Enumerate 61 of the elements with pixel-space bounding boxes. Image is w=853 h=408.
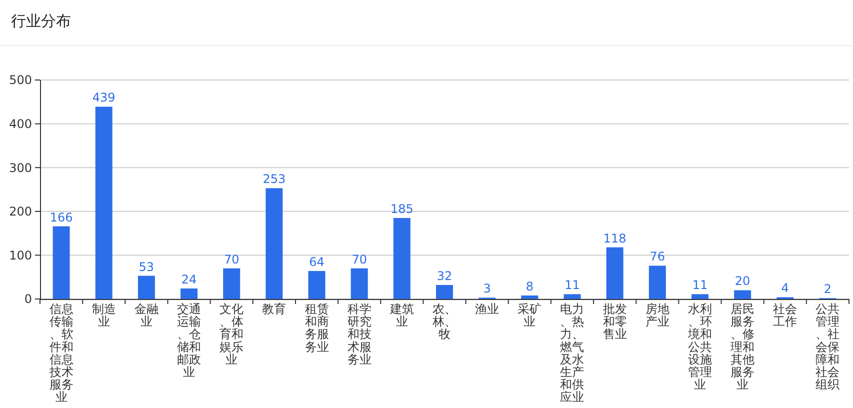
bar [691,294,708,299]
bar [564,294,581,299]
data-label: 3 [483,282,491,296]
bar [393,218,410,299]
bar [223,268,240,299]
bar [606,247,624,299]
x-tick-label: 农、林、牧 [432,302,456,342]
x-tick-label: 信息传输、软件和信息技术服务业 [48,302,74,404]
x-tick-label: 电力、热力、燃气及水生产和供应业 [560,302,584,404]
data-label: 24 [181,272,197,286]
bar [521,295,538,299]
data-label: 118 [603,231,626,246]
bar [180,288,198,299]
bar [52,226,70,299]
bar [350,268,368,299]
bar [95,106,112,299]
x-tick-label: 教育 [262,302,286,316]
bar [648,266,666,299]
x-tick-label: 建筑业 [388,302,414,329]
bar [138,276,155,299]
x-tick-label: 水利、环境和公共设施管理业 [686,302,712,392]
y-tick-label: 300 [9,160,32,175]
data-label: 53 [138,260,154,274]
y-tick-label: 400 [9,117,32,131]
x-tick-label: 制造业 [92,302,116,329]
x-tick-label: 租赁和商务服务业 [304,302,329,354]
chart-title: 行业分布 [11,12,71,30]
x-tick-label: 居民服务、修理和其他服务业 [730,302,755,392]
data-label: 185 [390,202,414,216]
bar [734,290,752,299]
y-tick-label: 200 [9,204,32,219]
x-tick-label: 科学研究和技术服务业 [347,302,372,366]
y-tick-label: 500 [9,73,32,88]
x-tick-label: 房地产业 [645,302,670,329]
data-label: 70 [352,252,367,266]
y-tick-label: 100 [9,248,32,262]
bar [308,270,326,299]
bar [266,188,283,299]
data-label: 4 [781,281,789,296]
x-tick-label: 公共管理、社会保障和社会组织 [816,302,840,392]
x-tick-label: 交通运输、仓储和邮政业 [177,302,202,379]
x-tick-label: 渔业 [475,302,500,316]
data-label: 32 [436,268,452,283]
data-label: 2 [824,282,832,296]
data-label: 439 [92,90,116,105]
x-tick-label: 金融业 [134,302,158,329]
x-tick-label: 批发和零售业 [602,302,627,342]
x-tick-label: 文化、体育和娱乐业 [220,302,244,366]
data-label: 11 [692,278,708,292]
x-tick-label: 采矿业 [518,302,542,329]
data-label: 20 [734,274,750,288]
data-label: 70 [224,252,240,266]
data-label: 253 [262,172,286,186]
x-tick-label: 社会工作 [773,302,798,329]
data-label: 11 [564,278,580,292]
data-label: 76 [650,250,666,264]
bar [436,284,453,299]
data-label: 166 [50,210,73,224]
y-tick-label: 0 [24,292,32,306]
data-label: 64 [309,254,324,269]
data-label: 8 [526,279,534,294]
